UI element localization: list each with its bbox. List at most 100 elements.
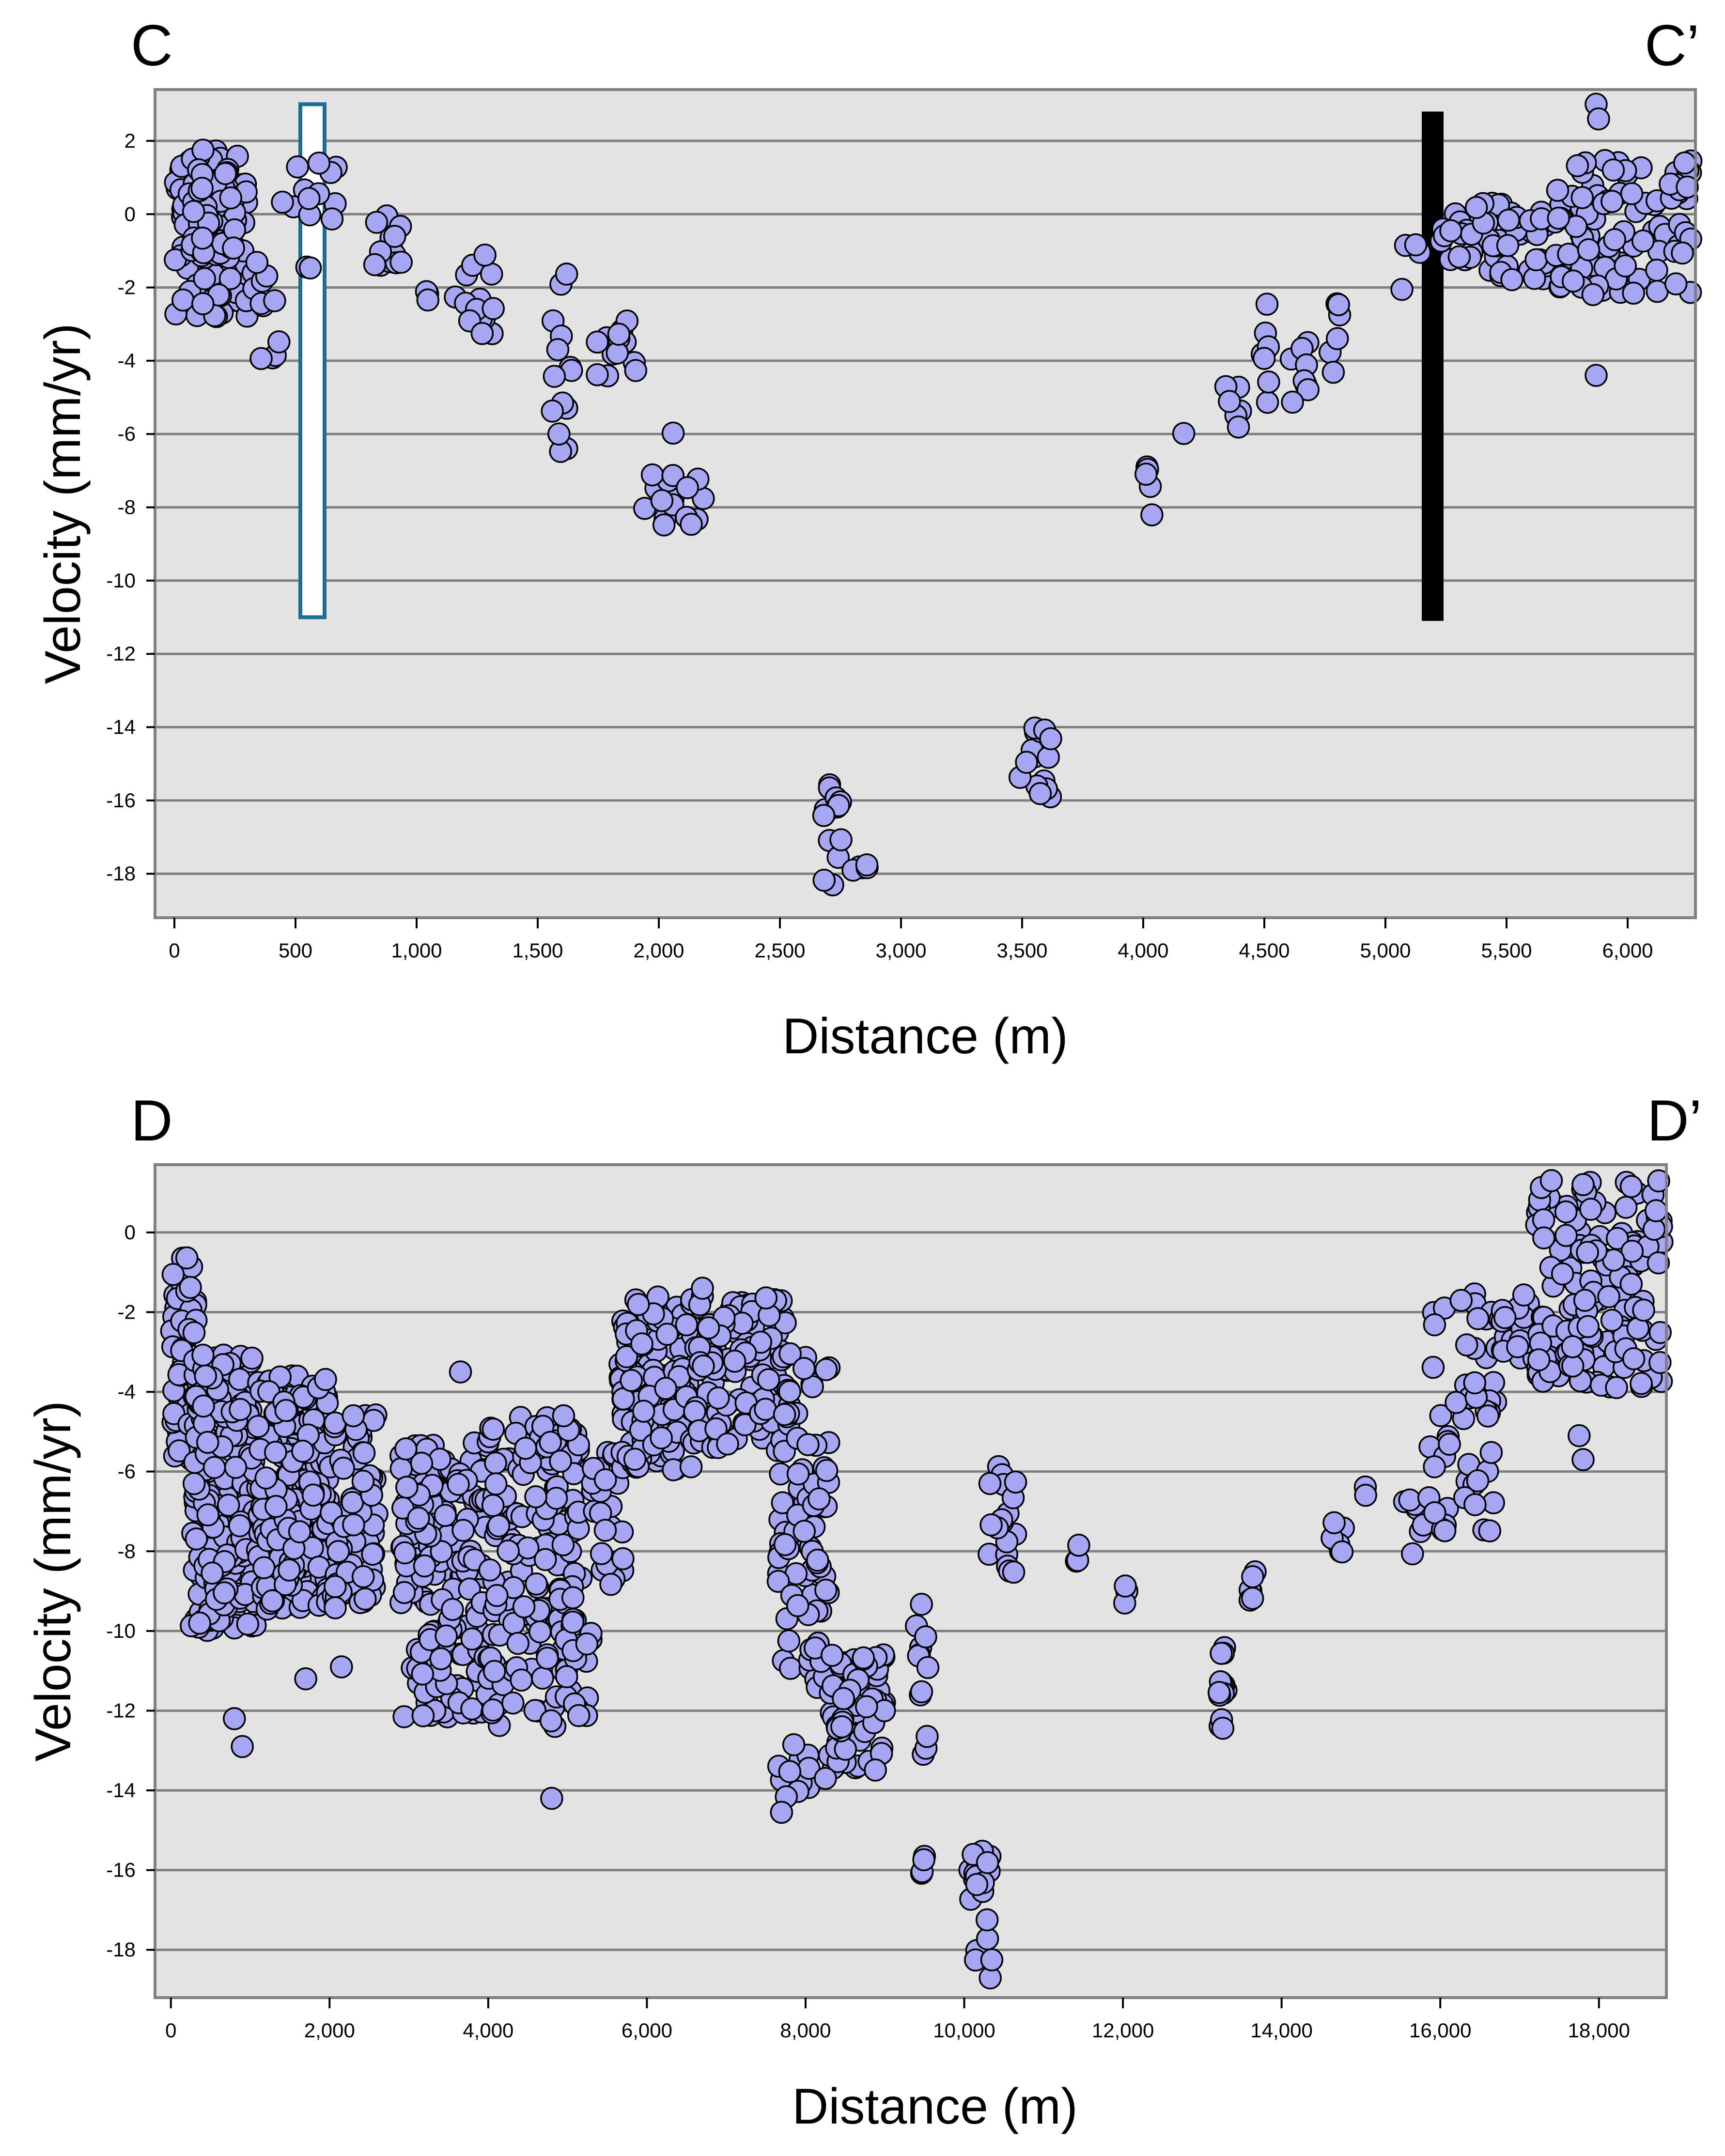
- scatter-point: [411, 1704, 435, 1727]
- x-tick-label: 8,000: [780, 2019, 831, 2042]
- scatter-point: [640, 463, 664, 487]
- scatter-point: [484, 1472, 508, 1495]
- scatter-point: [1433, 1519, 1457, 1542]
- scatter-point: [814, 1578, 838, 1602]
- panel-c-y-axis-title: Velocity (mm/yr): [35, 323, 91, 684]
- x-tick-label: 16,000: [1409, 2019, 1471, 2042]
- scatter-point: [240, 1346, 264, 1370]
- scatter-point: [1576, 1241, 1599, 1264]
- scatter-point: [1423, 1501, 1446, 1525]
- scatter-point: [1597, 1285, 1620, 1309]
- scatter-point: [185, 1527, 208, 1551]
- scatter-point: [219, 186, 242, 210]
- scatter-point: [1390, 277, 1414, 301]
- scatter-point: [1398, 1488, 1422, 1512]
- scatter-point: [531, 1666, 554, 1690]
- scatter-point: [416, 288, 440, 312]
- scatter-point: [593, 1468, 617, 1492]
- scatter-point: [314, 1368, 337, 1391]
- scatter-point: [544, 1487, 568, 1510]
- scatter-point: [1322, 1511, 1346, 1535]
- scatter-point: [778, 1380, 801, 1403]
- scatter-point: [1573, 1289, 1597, 1312]
- scatter-point: [1619, 1175, 1643, 1198]
- x-tick-label: 5,500: [1481, 939, 1532, 962]
- scatter-point: [655, 1323, 679, 1346]
- scatter-point: [480, 262, 503, 286]
- scatter-point: [447, 1473, 470, 1496]
- scatter-point: [1570, 186, 1594, 209]
- scatter-point: [1620, 182, 1644, 205]
- x-tick-label: 6,000: [622, 2019, 672, 2042]
- scatter-point: [286, 155, 309, 179]
- scatter-point: [1561, 1354, 1585, 1378]
- scatter-point: [217, 1494, 240, 1517]
- scatter-point: [1404, 233, 1428, 257]
- y-tick-label: -8: [118, 496, 136, 519]
- scatter-point: [1463, 1493, 1487, 1516]
- x-tick-label: 3,500: [996, 939, 1047, 962]
- y-tick-label: -6: [118, 1460, 136, 1483]
- scatter-point: [782, 1733, 806, 1756]
- scatter-point: [661, 421, 685, 445]
- scatter-point: [228, 1368, 251, 1391]
- scatter-point: [161, 1263, 185, 1286]
- scatter-point: [1664, 272, 1688, 295]
- scatter-point: [1622, 281, 1645, 305]
- scatter-point: [771, 1491, 794, 1514]
- scatter-point: [1579, 1198, 1602, 1221]
- scatter-point: [590, 1542, 613, 1565]
- scatter-point: [965, 1873, 989, 1896]
- y-tick-label: -8: [118, 1540, 136, 1562]
- scatter-point: [1619, 1272, 1643, 1296]
- scatter-point: [1476, 1404, 1500, 1428]
- scatter-point: [910, 1680, 933, 1704]
- panel-d-y-axis-title: Velocity (mm/yr): [25, 1401, 81, 1761]
- y-tick-label: -4: [118, 349, 136, 372]
- x-tick-label: 0: [165, 2019, 176, 2042]
- scatter-point: [1614, 1196, 1638, 1219]
- scatter-point: [263, 289, 286, 312]
- x-tick-label: 2,000: [633, 939, 684, 962]
- scatter-point: [222, 236, 245, 260]
- scatter-point: [473, 244, 497, 267]
- scatter-point: [361, 1542, 384, 1566]
- scatter-point: [607, 323, 631, 346]
- scatter-point: [512, 1595, 536, 1618]
- x-tick-label: 1,000: [391, 939, 442, 962]
- scatter-point: [599, 1572, 622, 1596]
- scatter-point: [620, 1369, 643, 1392]
- scatter-point: [514, 1436, 537, 1460]
- x-tick-label: 2,500: [754, 939, 805, 962]
- scatter-point: [202, 1456, 226, 1479]
- scatter-point: [855, 853, 879, 877]
- panel-d-chart: 0 -2 -4 -6 -8 -10 -12 -14 -16 -18 0 2,000 4,000 6,000…: [25, 1088, 1702, 2135]
- scatter-point: [541, 400, 564, 423]
- scatter-point: [1327, 293, 1350, 316]
- scatter-point: [547, 422, 571, 446]
- scatter-point: [1554, 1200, 1578, 1224]
- scatter-point: [196, 1431, 219, 1454]
- scatter-point: [1321, 360, 1345, 384]
- scatter-point: [1600, 1309, 1624, 1332]
- scatter-point: [389, 250, 413, 274]
- scatter-point: [175, 1246, 199, 1270]
- scatter-point: [1207, 1681, 1231, 1704]
- scatter-point: [1423, 1455, 1446, 1478]
- scatter-point: [1671, 241, 1694, 265]
- scatter-point: [1438, 1432, 1461, 1456]
- scatter-point: [1587, 107, 1610, 131]
- scatter-point: [683, 1400, 706, 1423]
- panel-c-start-label: C: [131, 13, 173, 78]
- scatter-point: [1004, 1470, 1027, 1494]
- scatter-point: [1172, 422, 1196, 445]
- scatter-point: [552, 1404, 575, 1428]
- scatter-point: [167, 1439, 191, 1463]
- scatter-point: [1478, 1519, 1502, 1542]
- scatter-point: [1479, 1441, 1503, 1464]
- panel-d-plot-frame: [154, 1163, 1668, 1999]
- y-tick-label: -18: [106, 1938, 136, 1961]
- scatter-point: [1676, 175, 1699, 199]
- scatter-point: [679, 1455, 703, 1478]
- scatter-point: [1134, 462, 1158, 486]
